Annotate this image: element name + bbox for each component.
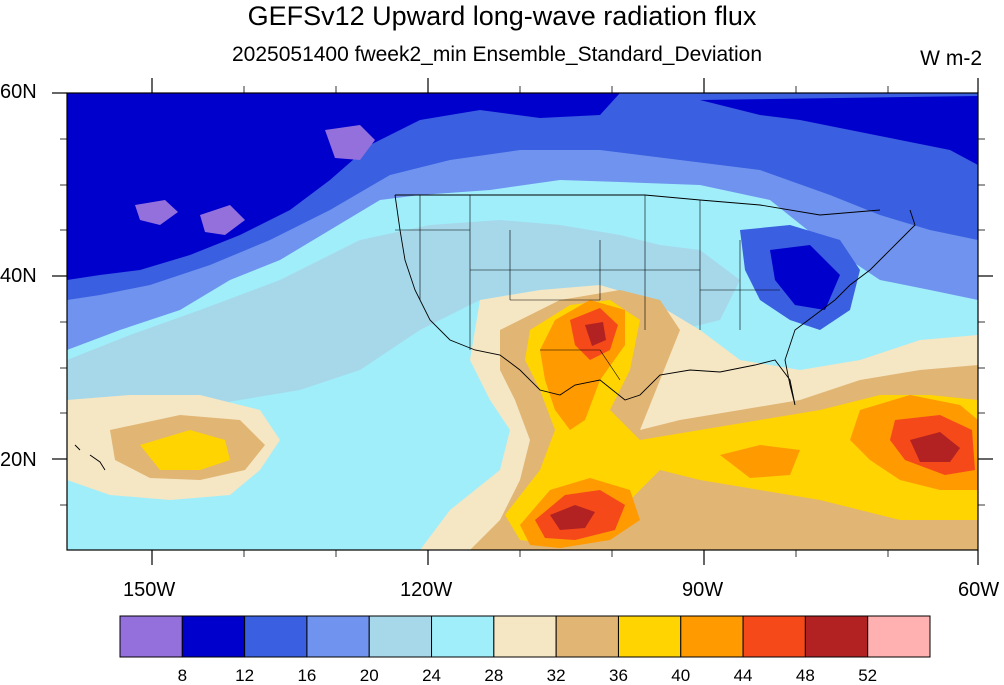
chart-title: GEFSv12 Upward long-wave radiation flux [247, 1, 757, 31]
colorbar-tick-label: 32 [546, 666, 566, 685]
field-12-16-east [770, 245, 840, 310]
colorbar-swatch [244, 615, 308, 658]
lon-label-60w: 60W [958, 579, 1000, 601]
colorbar-swatch [119, 615, 183, 658]
colorbar [119, 615, 931, 658]
state-lines [395, 195, 780, 381]
colorbar-swatch [742, 615, 806, 658]
lon-label-120w: 120W [400, 579, 453, 601]
colorbar-swatch [431, 615, 495, 658]
colorbar-swatch [306, 615, 370, 658]
colorbar-tick-label: 28 [484, 666, 504, 685]
field-52-carib [910, 432, 960, 462]
field-12-16 [67, 93, 620, 280]
colorbar-tick-label: 40 [671, 666, 691, 685]
field-52-tx [585, 322, 606, 346]
coastlines [74, 194, 916, 471]
colorbar-tick-label: 16 [297, 666, 317, 685]
colorbar-tick-label: 52 [858, 666, 878, 685]
lat-label-40n: 40N [0, 265, 37, 287]
colorbar-swatch [181, 615, 246, 658]
field-8-12-a [325, 125, 375, 160]
colorbar-swatch [804, 615, 869, 658]
colorbar-tick-label: 8 [177, 666, 188, 685]
field-44-48-gulf [720, 445, 800, 478]
field-8-12-b [135, 200, 178, 225]
colorbar-swatch [555, 615, 619, 658]
colorbar-tick-label: 24 [422, 666, 441, 685]
colorbar-swatch [617, 615, 682, 658]
colorbar-tick-label: 48 [795, 666, 815, 685]
contour-field [67, 93, 978, 550]
colorbar-tick-label: 20 [359, 666, 379, 685]
colorbar-tick-label: 36 [608, 666, 628, 685]
chart-subtitle: 2025051400 fweek2_min Ensemble_Standard_… [232, 43, 763, 66]
colorbar-tick-label: 44 [733, 666, 753, 685]
field-12-16-ne [700, 96, 978, 165]
field-40-44-south [505, 300, 978, 545]
field-52-mx [550, 505, 595, 530]
us-coastline [394, 194, 916, 406]
field-8-12-c [200, 205, 245, 235]
hawaii-outline [74, 444, 106, 471]
lon-label-150w: 150W [123, 579, 176, 601]
colorbar-tick-label: 12 [235, 666, 255, 685]
lat-label-60n: 60N [0, 81, 37, 103]
map-frame [66, 92, 979, 551]
field-40-44-west [140, 430, 230, 470]
units-label: W m-2 [920, 47, 982, 70]
colorbar-swatch [680, 615, 744, 658]
minor-ticks [60, 86, 985, 557]
axis-ticks [52, 78, 993, 565]
lat-label-20n: 20N [0, 449, 37, 471]
colorbar-swatch [493, 615, 557, 658]
lon-label-90w: 90W [682, 579, 724, 601]
colorbar-swatch [867, 615, 931, 658]
colorbar-swatch [368, 615, 433, 658]
